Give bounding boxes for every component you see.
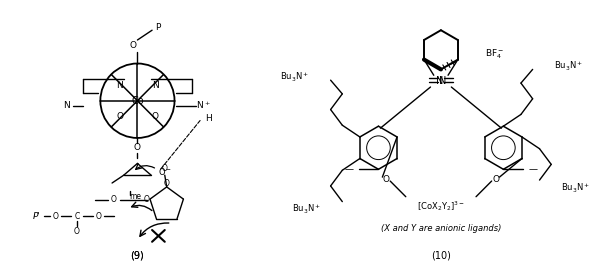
Text: [CoX$_2$Y$_2$]$^{3-}$: [CoX$_2$Y$_2$]$^{3-}$	[417, 199, 465, 214]
Text: O$^-$: O$^-$	[158, 166, 172, 177]
Text: O: O	[162, 164, 167, 173]
Text: O: O	[164, 179, 170, 189]
Text: O: O	[74, 227, 80, 237]
Text: O: O	[117, 112, 123, 121]
Text: P': P'	[33, 212, 41, 221]
Text: (9): (9)	[130, 250, 144, 260]
Text: N: N	[152, 80, 158, 89]
Text: (X and Y are anionic ligands): (X and Y are anionic ligands)	[381, 224, 501, 233]
Text: H: H	[205, 114, 212, 123]
Text: Co: Co	[131, 96, 144, 106]
Text: O: O	[492, 175, 499, 183]
Polygon shape	[441, 60, 458, 69]
Text: O: O	[129, 41, 136, 50]
Text: O: O	[134, 143, 141, 152]
Text: Bu$_3$N$^+$: Bu$_3$N$^+$	[280, 71, 309, 84]
Text: N: N	[117, 80, 123, 89]
Text: (10): (10)	[431, 250, 451, 260]
Text: Bu$_3$N$^+$: Bu$_3$N$^+$	[554, 60, 583, 73]
Text: P: P	[155, 23, 161, 32]
Text: Bu$_3$N$^+$: Bu$_3$N$^+$	[292, 203, 321, 216]
Text: N$^+$: N$^+$	[197, 100, 211, 111]
Text: me: me	[130, 192, 142, 201]
Text: N: N	[63, 101, 69, 110]
Text: (9): (9)	[130, 250, 144, 260]
Text: N: N	[438, 76, 446, 86]
Text: —: —	[529, 165, 538, 174]
Text: O: O	[143, 195, 149, 204]
Text: O: O	[111, 195, 117, 204]
Text: Bu$_3$N$^+$: Bu$_3$N$^+$	[561, 181, 590, 195]
Text: O: O	[383, 175, 390, 183]
Text: BF$_4^-$: BF$_4^-$	[485, 48, 504, 62]
Text: —: —	[344, 165, 353, 174]
Text: O: O	[96, 212, 101, 221]
Text: O: O	[53, 212, 59, 221]
Text: O: O	[151, 112, 158, 121]
Text: N: N	[436, 76, 443, 86]
Text: C: C	[74, 212, 80, 221]
